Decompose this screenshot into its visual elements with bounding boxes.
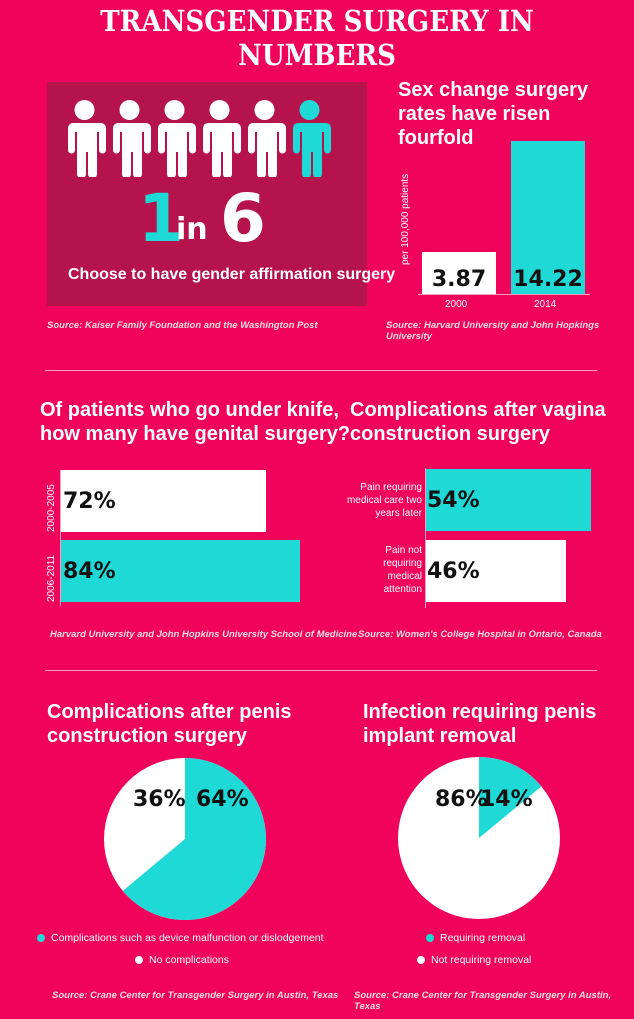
chart3-title-line: construction surgery bbox=[350, 423, 551, 445]
chart4-source: Source: Crane Center for Transgender Sur… bbox=[52, 990, 339, 1001]
chart5-slice-label: 86% bbox=[435, 787, 488, 812]
chart2-axis-line bbox=[60, 470, 61, 606]
chart3-bar-pain-requiring-care: 54% bbox=[426, 469, 591, 531]
chart2-category-label: 2006-2011 bbox=[46, 554, 57, 602]
label-line: Pain not bbox=[385, 545, 422, 556]
chart4-legend-item: Complications such as device malfunction… bbox=[37, 932, 324, 944]
chart2-source: Harvard University and John Hopkins Univ… bbox=[50, 629, 358, 640]
bar-value: 14.22 bbox=[513, 267, 583, 292]
section-divider bbox=[45, 670, 597, 671]
chart3-source: Source: Women's College Hospital in Onta… bbox=[358, 629, 602, 640]
chart5-title: Infection requiring penis implant remova… bbox=[363, 700, 596, 748]
legend-label: Not requiring removal bbox=[431, 954, 532, 966]
chart4-title-line: Complications after penis bbox=[47, 701, 292, 723]
pie-slice-requiring-removal bbox=[479, 757, 542, 838]
chart1-title-line: rates have risen bbox=[398, 103, 551, 125]
stat-six: 6 bbox=[220, 180, 266, 257]
label-line: years later bbox=[375, 508, 422, 519]
legend-dot-icon bbox=[135, 956, 143, 964]
chart4-legend-item: No complications bbox=[135, 954, 229, 966]
stat-in: in bbox=[176, 212, 208, 247]
chart1-xtick: 2014 bbox=[534, 299, 557, 310]
person-icon bbox=[68, 100, 106, 177]
chart5-source: Source: Crane Center for Transgender Sur… bbox=[354, 990, 612, 1012]
bar-value: 46% bbox=[427, 558, 480, 584]
label-line: medical bbox=[387, 571, 422, 582]
label-line: attention bbox=[383, 584, 422, 595]
chart1-ylabel: per 100,000 patients bbox=[400, 173, 411, 265]
legend-label: Requiring removal bbox=[440, 932, 526, 944]
chart2-title-line: Of patients who go under knife, bbox=[40, 399, 339, 421]
chart3-bar-pain-not-requiring: 46% bbox=[426, 540, 566, 602]
chart5-title-line: Infection requiring penis bbox=[363, 701, 597, 723]
chart2-bar-2006-2011: 84% bbox=[61, 540, 300, 602]
section-divider bbox=[45, 370, 597, 371]
chart5-slice-label: 14% bbox=[480, 787, 533, 812]
chart4-slice-label: 64% bbox=[196, 787, 249, 812]
chart4-pie bbox=[104, 758, 266, 920]
label-line: requiring bbox=[383, 558, 422, 569]
legend-dot-icon bbox=[417, 956, 425, 964]
chart4-slice-label: 36% bbox=[133, 787, 186, 812]
chart4-title-line: construction surgery bbox=[47, 725, 248, 747]
stat-source: Source: Kaiser Family Foundation and the… bbox=[47, 320, 318, 331]
legend-dot-icon bbox=[37, 934, 45, 942]
person-icon bbox=[248, 100, 286, 177]
chart1-xtick: 2000 bbox=[445, 299, 468, 310]
label-line: medical care two bbox=[346, 495, 422, 506]
chart2-category-label: 2000-2005 bbox=[46, 484, 57, 532]
person-icon bbox=[158, 100, 196, 177]
chart2-bar-2000-2005: 72% bbox=[61, 470, 266, 532]
chart3-category-label: Pain requiring medical care two years la… bbox=[335, 481, 422, 520]
chart3-axis-line bbox=[425, 468, 426, 608]
label-line: Pain requiring bbox=[360, 482, 422, 493]
page-title: TRANSGENDER SURGERY IN NUMBERS bbox=[100, 4, 534, 72]
chart3-title: Complications after vagina construction … bbox=[350, 398, 606, 446]
person-icon bbox=[113, 100, 151, 177]
chart3-title-line: Complications after vagina bbox=[350, 399, 606, 421]
chart5-legend-item: Requiring removal bbox=[426, 932, 525, 944]
chart1-title-line: fourfold bbox=[398, 127, 474, 149]
person-icon-highlighted bbox=[293, 100, 331, 177]
stat-panel bbox=[47, 82, 367, 306]
chart1-bar-2000: 3.87 bbox=[422, 252, 496, 294]
person-icon bbox=[203, 100, 241, 177]
bar-value: 72% bbox=[63, 488, 116, 514]
chart1-axis-line bbox=[418, 294, 590, 295]
chart2-title: Of patients who go under knife, how many… bbox=[40, 398, 350, 446]
chart1-title: Sex change surgery rates have risen four… bbox=[398, 78, 588, 150]
stat-caption: Choose to have gender affirmation surger… bbox=[68, 266, 396, 283]
chart5-pie bbox=[398, 757, 560, 919]
pie-slice-complications bbox=[122, 758, 266, 920]
bar-value: 3.87 bbox=[431, 267, 487, 292]
bar-value: 54% bbox=[427, 487, 480, 513]
chart5-legend-item: Not requiring removal bbox=[417, 954, 531, 966]
stat-one: 1 bbox=[138, 180, 184, 257]
legend-dot-icon bbox=[426, 934, 434, 942]
chart4-title: Complications after penis construction s… bbox=[47, 700, 292, 748]
chart1-title-line: Sex change surgery bbox=[398, 79, 589, 101]
bar-value: 84% bbox=[63, 558, 116, 584]
legend-label: No complications bbox=[149, 954, 229, 966]
chart5-title-line: implant removal bbox=[363, 725, 517, 747]
chart1-bar-2014: 14.22 bbox=[511, 141, 585, 294]
chart3-category-label: Pain not requiring medical attention bbox=[335, 544, 422, 596]
chart1-source: Source: Harvard University and John Hopk… bbox=[386, 320, 600, 342]
chart2-title-line: how many have genital surgery? bbox=[40, 423, 351, 445]
people-icons-row bbox=[62, 99, 332, 177]
legend-label: Complications such as device malfunction… bbox=[51, 932, 324, 944]
